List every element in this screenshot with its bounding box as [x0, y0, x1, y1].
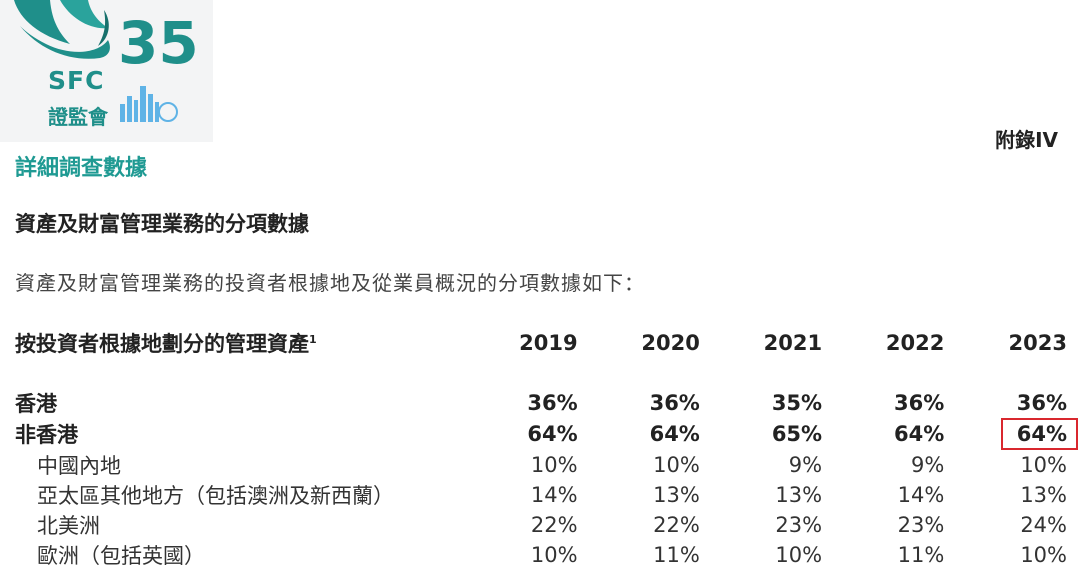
logo-number: 35: [118, 9, 199, 77]
table-row: 中國內地 10% 10% 9% 9% 10%: [15, 450, 1067, 480]
spacer-row: [15, 360, 1067, 388]
aum-by-domicile-table: 按投資者根據地劃分的管理資產1 2019 2020 2021 2022 2023…: [15, 326, 1078, 570]
subsection-title: 資產及財富管理業務的分項數據: [15, 212, 309, 236]
cell-value: 11%: [897, 543, 945, 567]
cell-value: 64%: [894, 422, 945, 446]
table-row: 亞太區其他地方（包括澳洲及新西蘭） 14% 13% 13% 14% 13%: [15, 480, 1067, 510]
cell-value: 36%: [894, 391, 945, 415]
highlight-box: 64%: [1000, 418, 1078, 450]
table-row: 北美洲 22% 22% 23% 23% 24%: [15, 510, 1067, 540]
row-label: 北美洲: [37, 514, 100, 538]
year-header: 2021: [763, 331, 823, 355]
cell-value: 24%: [1020, 513, 1067, 537]
cell-value: 10%: [530, 543, 578, 567]
cell-value: 10%: [775, 543, 823, 567]
table-heading-text: 按投資者根據地劃分的管理資產: [15, 332, 309, 356]
cell-value: 36%: [1016, 391, 1067, 415]
cell-value: 14%: [897, 483, 945, 507]
cell-value: 10%: [653, 453, 700, 477]
footnote-marker: 1: [309, 333, 317, 346]
cell-value: 10%: [1020, 453, 1067, 477]
eagle-skyline-icon: [14, 0, 178, 122]
row-label: 歐洲（包括英國）: [37, 544, 205, 568]
cell-value: 13%: [653, 483, 700, 507]
row-label: 亞太區其他地方（包括澳洲及新西蘭）: [37, 484, 394, 508]
year-header: 2023: [1008, 331, 1067, 355]
cell-value: 11%: [653, 543, 700, 567]
row-label: 非香港: [15, 423, 78, 447]
cell-value: 22%: [530, 513, 578, 537]
year-header: 2022: [885, 331, 945, 355]
cell-value: 35%: [771, 391, 823, 415]
logo-abbr: SFC: [48, 66, 105, 95]
year-header: 2020: [641, 331, 700, 355]
cell-value: 64%: [649, 422, 700, 446]
table-row: 歐洲（包括英國） 10% 11% 10% 11% 10%: [15, 540, 1067, 570]
cell-value: 23%: [897, 513, 945, 537]
cell-value: 10%: [530, 453, 578, 477]
intro-text: 資產及財富管理業務的投資者根據地及從業員概況的分項數據如下：: [15, 271, 645, 295]
row-label: 中國內地: [37, 454, 121, 478]
cell-value: 9%: [910, 453, 945, 477]
highlighted-cell: 64%: [944, 418, 1078, 450]
table-row: 非香港 64% 64% 65% 64% 64%: [15, 418, 1078, 450]
cell-value: 10%: [1020, 543, 1067, 567]
table-heading: 按投資者根據地劃分的管理資產1: [15, 326, 455, 360]
table-row: 香港 36% 36% 35% 36% 36%: [15, 388, 1067, 418]
section-title: 詳細調查數據: [15, 156, 148, 181]
sfc-logo: 35 SFC 證監會: [0, 0, 213, 142]
year-header: 2019: [519, 331, 578, 355]
cell-value: 64%: [527, 422, 578, 446]
logo-name: 證監會: [48, 105, 108, 129]
cell-value: 36%: [527, 391, 578, 415]
cell-value: 14%: [530, 483, 578, 507]
row-label: 香港: [15, 392, 57, 416]
table-header-row: 按投資者根據地劃分的管理資產1 2019 2020 2021 2022 2023: [15, 326, 1067, 360]
cell-value: 22%: [653, 513, 700, 537]
cell-value: 9%: [788, 453, 823, 477]
cell-value: 23%: [775, 513, 823, 537]
cell-value: 36%: [649, 391, 700, 415]
cell-value: 65%: [771, 422, 823, 446]
cell-value: 13%: [775, 483, 823, 507]
appendix-label: 附錄IV: [995, 128, 1058, 152]
cell-value: 13%: [1020, 483, 1067, 507]
